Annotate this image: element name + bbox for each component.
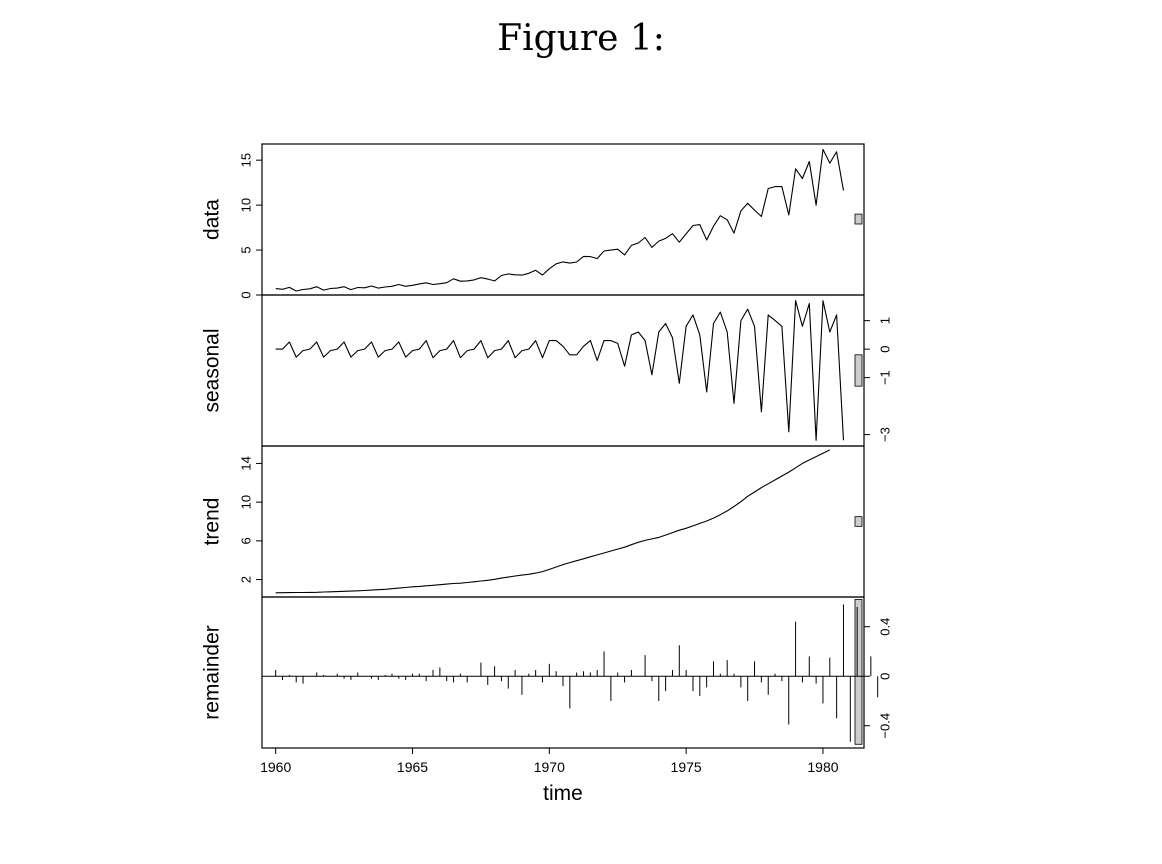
panel-seasonal: −3 −1 0 1 seasonal [201, 294, 893, 447]
panel-ylabel: trend [201, 498, 224, 546]
panel-ylabel: data [201, 199, 224, 240]
series-line-trend [275, 449, 831, 594]
range-bar [854, 213, 863, 225]
y-tick-label: 10 [239, 495, 254, 509]
x-tick-label: 1970 [534, 759, 565, 775]
y-tick-label: −0.4 [878, 713, 893, 739]
panel-ylabel: seasonal [201, 328, 224, 412]
panel-frame [261, 445, 865, 598]
panel-frame [261, 596, 865, 749]
x-tick-label: 1980 [807, 759, 838, 775]
y-tick-label: 0 [878, 673, 893, 680]
panel-ylabel: remainder [201, 625, 224, 720]
x-axis-label: time [543, 782, 583, 805]
panel-data: 0 5 10 15 data [201, 143, 865, 299]
panel-frame [261, 143, 865, 296]
x-tick-label: 1975 [671, 759, 702, 775]
range-bar [854, 599, 863, 745]
y-tick-label: 15 [239, 153, 254, 167]
range-bar [854, 354, 863, 387]
y-tick-label: −1 [878, 370, 893, 385]
panel-frame [261, 294, 865, 447]
range-bar [854, 516, 863, 527]
series-line-data [275, 148, 845, 292]
y-tick-label: 1 [878, 317, 893, 324]
y-tick-label: 5 [239, 246, 254, 253]
y-tick-label: 10 [239, 198, 254, 212]
figure-title: Figure 1: [497, 18, 665, 59]
x-tick-label: 1965 [397, 759, 428, 775]
y-tick-label: 0.4 [878, 618, 893, 636]
x-tick-label: 1960 [260, 759, 291, 775]
y-tick-label: 6 [239, 537, 254, 544]
y-tick-label: 2 [239, 576, 254, 583]
y-tick-label: −3 [878, 427, 893, 442]
panel-trend: 2 6 10 14 trend [201, 445, 865, 598]
panel-remainder: −0.4 0 0.4 remainder [201, 596, 893, 749]
y-tick-label: 0 [878, 346, 893, 353]
y-tick-label: 0 [239, 291, 254, 298]
y-tick-label: 14 [239, 456, 254, 470]
series-line-seasonal [275, 300, 845, 441]
